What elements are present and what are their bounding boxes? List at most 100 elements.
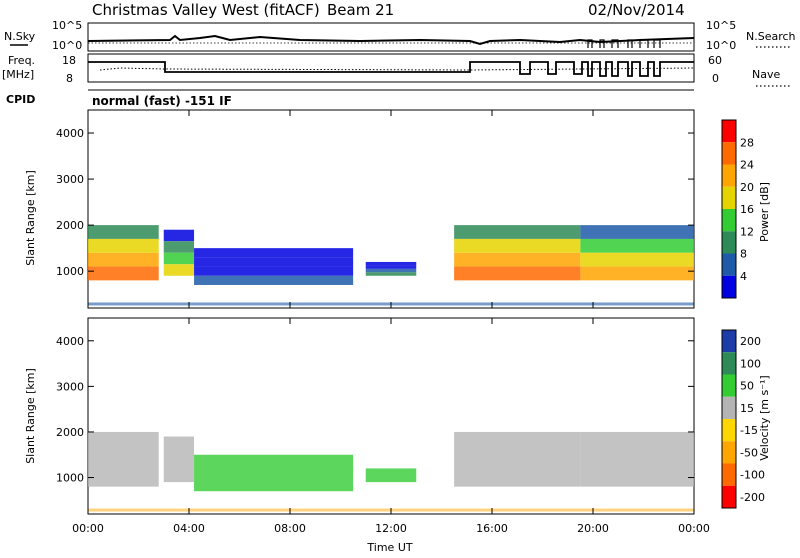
power-echo-band [163, 252, 195, 265]
power-echo-band [580, 266, 694, 281]
velocity-echo-band [163, 436, 195, 483]
x-tick-label: 12:00 [375, 522, 407, 535]
power-echo-band [163, 241, 195, 253]
colorbar-swatch [722, 352, 736, 375]
colorbar-tick-label: 100 [740, 357, 761, 370]
colorbar-tick-label: 24 [740, 159, 754, 172]
power-echo-band [454, 252, 581, 267]
power-echo-band [194, 248, 354, 258]
power-echo-band [88, 225, 159, 239]
nsky-tick-top: 10^5 [52, 19, 82, 32]
y-tick-label: 4000 [56, 335, 84, 348]
colorbar-tick-label: 16 [740, 203, 754, 216]
power-echo-band [88, 238, 159, 253]
velocity-echo-band [580, 431, 694, 487]
power-echo-band [580, 238, 694, 253]
power-echo-band [163, 229, 195, 242]
colorbar-swatch [722, 253, 736, 276]
colorbar-swatch [722, 330, 736, 353]
x-tick-label: 04:00 [173, 522, 205, 535]
velocity-heatmap [88, 431, 694, 512]
power-echo-band [454, 225, 581, 239]
velocity-echo-band [454, 431, 581, 487]
power-echo-band [365, 265, 417, 269]
nave-label: Nave [752, 68, 780, 81]
cpid-label: CPID [6, 93, 35, 106]
colorbar-tick-label: 28 [740, 136, 754, 149]
colorbar-tick-label: 4 [740, 270, 747, 283]
nave-series-line [99, 67, 695, 71]
power-echo-band [454, 266, 581, 281]
velocity-echo-band [88, 431, 159, 487]
nsearch-tick-top: 10^5 [706, 19, 736, 32]
y-tick-label: 2000 [56, 219, 84, 232]
colorbar-tick-label: 50 [740, 380, 754, 393]
power-echo-band [365, 268, 417, 273]
x-tick-label: 08:00 [274, 522, 306, 535]
freq-label: Freq. [8, 54, 35, 67]
nave-tick-bottom: 0 [712, 72, 719, 85]
y-tick-label: 3000 [56, 380, 84, 393]
station-title: Christmas Valley West (fitACF) [92, 1, 320, 19]
date-label: 02/Nov/2014 [588, 1, 685, 19]
velocity-colorbar: 200 100 50 15 -15 -50 -100 -200 [721, 329, 765, 509]
x-tick-label: 16:00 [476, 522, 508, 535]
colorbar-swatch [722, 231, 736, 254]
colorbar-tick-label: 200 [740, 335, 761, 348]
power-echo-band [194, 275, 354, 285]
power-echo-band [194, 266, 354, 276]
colorbar-swatch [722, 485, 736, 508]
colorbar-swatch [722, 374, 736, 397]
colorbar-swatch [722, 164, 736, 187]
x-tick-label: 00:00 [72, 522, 104, 535]
freq-tick-bottom: 8 [66, 72, 73, 85]
colorbar-tick-label: -200 [740, 491, 765, 504]
velocity-ylabel: Slant Range [km] [24, 368, 37, 464]
colorbar-swatch [722, 419, 736, 442]
colorbar-tick-label: 20 [740, 181, 754, 194]
x-tick-label: 00:00 [678, 522, 710, 535]
beam-label: Beam 21 [327, 1, 394, 19]
nsearch-label: N.Search [746, 30, 796, 43]
power-echo-band [194, 257, 354, 267]
freq-unit: [MHz] [2, 68, 34, 81]
power-ylabel: Slant Range [km] [24, 170, 37, 266]
colorbar-swatch [722, 275, 736, 298]
freq-panel [87, 53, 695, 83]
power-echo-band [580, 252, 694, 267]
power-echo-band [580, 225, 694, 239]
nave-tick-top: 60 [708, 54, 722, 67]
y-tick-label: 1000 [56, 265, 84, 278]
cpid-value: normal (fast) -151 IF [92, 94, 232, 108]
power-echo-band [163, 264, 195, 276]
colorbar-swatch [722, 120, 736, 143]
colorbar-tick-label: 8 [740, 248, 747, 261]
power-heatmap [88, 225, 694, 306]
y-tick-label: 4000 [56, 127, 84, 140]
power-echo-band [454, 238, 581, 253]
freq-series-line [88, 61, 694, 77]
colorbar-tick-label: -50 [740, 446, 758, 459]
y-tick-label: 2000 [56, 426, 84, 439]
x-tick-label: 20:00 [577, 522, 609, 535]
nsky-dropouts [587, 39, 661, 48]
colorbar-frame [721, 119, 737, 299]
nsky-label: N.Sky [4, 30, 36, 43]
freq-tick-top: 18 [62, 54, 76, 67]
velocity-echo-band [194, 454, 354, 492]
colorbar-frame [721, 329, 737, 509]
nsky-series-line [87, 34, 695, 46]
y-tick-label: 3000 [56, 173, 84, 186]
colorbar-tick-label: 15 [740, 402, 754, 415]
power-colorbar: 28 24 20 16 12 8 4 [721, 119, 754, 299]
colorbar-swatch [722, 142, 736, 165]
power-echo-band [365, 272, 417, 276]
colorbar-swatch [722, 209, 736, 232]
power-echo-band [88, 266, 159, 281]
nsearch-tick-bottom: 10^0 [706, 39, 736, 52]
colorbar-tick-label: -15 [740, 424, 758, 437]
y-tick-label: 1000 [56, 472, 84, 485]
power-echo-band [365, 261, 417, 266]
colorbar-swatch [722, 186, 736, 209]
